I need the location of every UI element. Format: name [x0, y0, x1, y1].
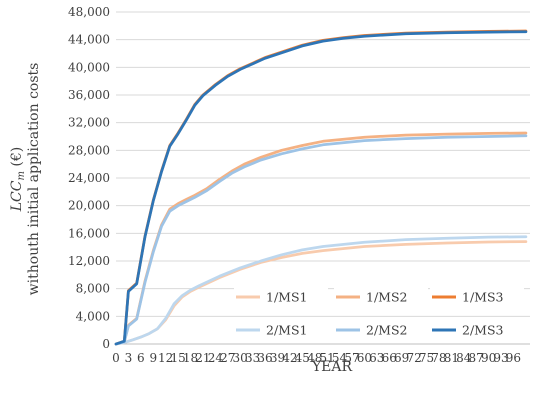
- x-tick-label: 93: [493, 351, 508, 365]
- y-axis-title-subscript: m: [16, 171, 27, 180]
- legend: 1/MS1 1/MS2 1/MS3 2/MS1 2/MS2 2/MS3: [234, 288, 524, 339]
- series-line-2-ms3: [114, 30, 528, 346]
- x-tick-label: 78: [431, 351, 446, 365]
- x-tick-label: 21: [195, 351, 210, 365]
- x-tick-label: 18: [183, 351, 198, 365]
- x-axis-title: YEAR: [311, 359, 353, 375]
- x-tick-label: 30: [233, 351, 248, 365]
- y-tick-label: 4,000: [76, 309, 110, 323]
- x-tick-label: 66: [382, 351, 397, 365]
- legend-item-background: [430, 288, 524, 306]
- x-tick-label: 72: [406, 351, 421, 365]
- x-tick-label: 3: [125, 351, 133, 365]
- legend-item: 1/MS3: [430, 288, 524, 306]
- x-tick-label: 81: [444, 351, 459, 365]
- legend-item: 2/MS2: [334, 321, 428, 339]
- x-tick-label: 87: [469, 351, 484, 365]
- y-tick-label: 28,000: [68, 143, 110, 157]
- x-tick-label: 90: [481, 351, 496, 365]
- x-tick-label: 60: [357, 351, 372, 365]
- x-tick-label: 63: [369, 351, 384, 365]
- legend-item: 1/MS1: [234, 288, 328, 306]
- x-tick-label: 69: [394, 351, 409, 365]
- legend-label: 2/MS3: [462, 323, 504, 338]
- legend-item: 2/MS3: [430, 321, 524, 339]
- x-tick-label: 0: [112, 351, 120, 365]
- x-tick-label: 51: [319, 351, 334, 365]
- x-tick-label: 45: [295, 351, 310, 365]
- x-tick-label: 84: [456, 351, 472, 365]
- series-lines: [114, 29, 528, 346]
- x-tick-label: 39: [270, 351, 285, 365]
- y-tick-label: 44,000: [68, 33, 110, 47]
- legend-label: 1/MS3: [462, 290, 504, 305]
- svg-text:LCCm (€): LCCm (€): [9, 147, 27, 213]
- x-tick-label: 15: [170, 351, 185, 365]
- gridlines: [116, 11, 530, 317]
- legend-item-background: [234, 288, 328, 306]
- legend-item: 1/MS2: [334, 288, 428, 306]
- y-axis-ticks: 0 4,000 8,000 12,000 16,000 20,000 24,000 28,00…: [68, 5, 110, 351]
- y-tick-label: 40,000: [68, 60, 110, 74]
- series-line-2-ms1: [114, 235, 528, 346]
- x-tick-label: 12: [158, 351, 173, 365]
- legend-label: 1/MS1: [266, 290, 307, 305]
- y-axis-title-main: LCC: [9, 180, 25, 212]
- x-tick-label: 42: [282, 351, 297, 365]
- x-axis-ticks: 0 3 6 9 121518212427303336394245485154576063…: [112, 351, 521, 365]
- x-tick-label: 6: [137, 351, 145, 365]
- x-tick-label: 9: [149, 351, 157, 365]
- x-tick-label: 33: [245, 351, 260, 365]
- series-line-2-ms2: [114, 134, 528, 346]
- y-axis-title-unit: (€): [9, 147, 25, 171]
- y-tick-label: 32,000: [68, 116, 110, 130]
- y-tick-label: 8,000: [76, 282, 110, 296]
- legend-label: 1/MS2: [366, 290, 407, 305]
- y-tick-label: 36,000: [68, 88, 110, 102]
- x-tick-label: 36: [257, 351, 272, 365]
- y-tick-label: 20,000: [68, 199, 110, 213]
- y-tick-label: 24,000: [68, 171, 110, 185]
- x-tick-label: 96: [506, 351, 521, 365]
- y-tick-label: 48,000: [68, 5, 110, 19]
- x-tick-label: 48: [307, 351, 322, 365]
- legend-item-background: [430, 321, 524, 339]
- legend-item-background: [234, 321, 328, 339]
- legend-item-background: [334, 288, 428, 306]
- x-tick-label: 27: [220, 351, 235, 365]
- y-axis-title: LCCm (€) withouth initial application co…: [9, 63, 42, 296]
- y-tick-label: 12,000: [68, 254, 110, 268]
- legend-label: 2/MS1: [266, 323, 307, 338]
- x-tick-label: 57: [344, 351, 359, 365]
- x-tick-label: 24: [208, 351, 224, 365]
- y-tick-label: 16,000: [68, 226, 110, 240]
- legend-item-background: [334, 321, 428, 339]
- y-tick-label: 0: [102, 337, 110, 351]
- x-tick-label: 75: [419, 351, 434, 365]
- legend-item: 2/MS1: [234, 321, 328, 339]
- legend-label: 2/MS2: [366, 323, 407, 338]
- y-axis-title-second-line: withouth initial application costs: [26, 63, 42, 296]
- x-tick-label: 54: [332, 351, 348, 365]
